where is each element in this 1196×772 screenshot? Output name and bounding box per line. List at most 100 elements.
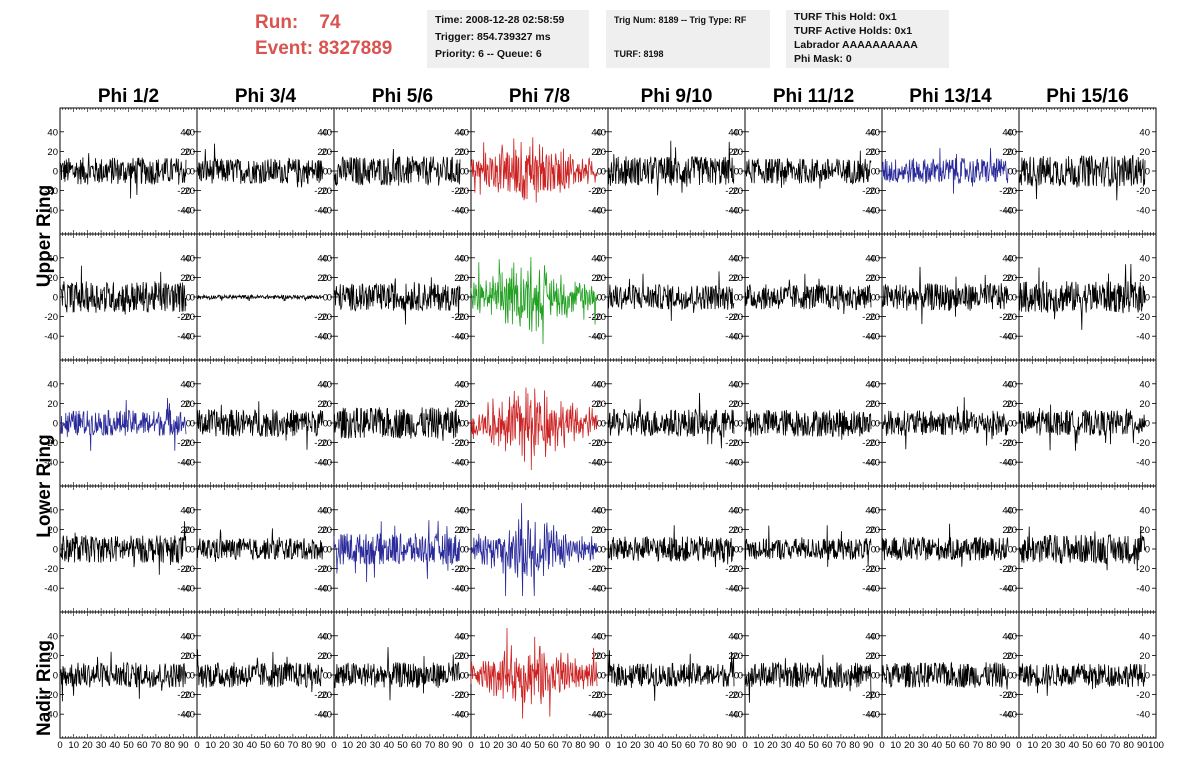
y-tick-label-right: 20 (317, 273, 328, 284)
waveform-trace (607, 140, 735, 196)
waveform-trace (333, 277, 461, 325)
y-tick-label: 20 (184, 147, 195, 158)
y-tick-label: -20 (455, 186, 469, 197)
y-tick-label: 40 (458, 379, 469, 390)
y-tick-label-right: 0 (1145, 671, 1150, 682)
y-tick-label-right: 40 (1002, 631, 1013, 642)
y-tick-label-right: 40 (865, 631, 876, 642)
y-tick-label: -20 (729, 438, 743, 449)
y-tick-label: 0 (738, 167, 743, 178)
trigger-line: Trigger: 854.739327 ms (435, 31, 551, 43)
y-tick-label-right: 40 (728, 379, 739, 390)
y-tick-label-right: 0 (1145, 419, 1150, 430)
waveform-trace (196, 401, 324, 450)
column-header-phi-1-2: Phi 1/2 (97, 86, 160, 107)
waveform-trace (881, 147, 1009, 194)
y-tick-label: 0 (464, 671, 469, 682)
y-tick-label: -20 (1003, 312, 1017, 323)
column-header-phi-7-8: Phi 7/8 (508, 86, 571, 107)
y-tick-label: -20 (592, 438, 606, 449)
y-tick-label-right: 40 (591, 253, 602, 264)
y-tick-label-right: -40 (177, 458, 191, 469)
turf-hold-line: TURF This Hold: 0x1 (794, 11, 897, 23)
y-tick-label-right: 20 (454, 399, 465, 410)
y-tick-label-right: -40 (314, 710, 328, 721)
y-tick-label-right: -40 (999, 584, 1013, 595)
y-tick-label-right: 40 (1139, 379, 1150, 390)
y-tick-label-right: 20 (180, 147, 191, 158)
y-tick-label: 20 (869, 273, 880, 284)
y-tick-label: 20 (458, 147, 469, 158)
y-tick-label: 40 (595, 127, 606, 138)
y-tick-label: 40 (458, 505, 469, 516)
waveform-trace (882, 397, 1009, 450)
waveform-trace (1018, 263, 1146, 330)
y-tick-label-right: -40 (1136, 710, 1150, 721)
y-tick-label-right: -20 (314, 186, 328, 197)
y-tick-label: 40 (732, 127, 743, 138)
turf-line: TURF: 8198 (614, 49, 664, 59)
y-tick-label-right: -40 (862, 710, 876, 721)
y-tick-label: -40 (592, 206, 606, 217)
y-tick-label: 40 (869, 505, 880, 516)
y-tick-label-right: 20 (454, 525, 465, 536)
y-tick-label: -20 (729, 564, 743, 575)
y-tick-label: 0 (1012, 167, 1017, 178)
y-tick-label: 20 (184, 525, 195, 536)
y-tick-label: 20 (1006, 525, 1017, 536)
y-tick-label: -20 (592, 186, 606, 197)
y-tick-label-right: -20 (725, 690, 739, 701)
y-tick-label-right: 0 (871, 167, 876, 178)
y-tick-label-right: 20 (865, 651, 876, 662)
y-tick-label-right: 20 (454, 273, 465, 284)
y-tick-label: 20 (595, 273, 606, 284)
waveform-trace (59, 521, 187, 575)
y-tick-label-right: 0 (734, 419, 739, 430)
y-tick-label-right: 20 (317, 651, 328, 662)
run-row: Run: 74 (255, 10, 392, 36)
y-tick-label-right: 40 (865, 127, 876, 138)
y-tick-label-right: -20 (862, 186, 876, 197)
y-tick-label: 40 (732, 379, 743, 390)
y-tick-label: 0 (53, 545, 58, 556)
y-tick-label-right: -40 (451, 332, 465, 343)
y-tick-label-right: 20 (728, 273, 739, 284)
y-tick-label-right: 20 (1002, 147, 1013, 158)
y-tick-label-right: -20 (451, 186, 465, 197)
y-tick-label: -20 (181, 186, 195, 197)
waveform-trace (470, 137, 598, 203)
y-tick-label: -20 (318, 186, 332, 197)
y-tick-label: 40 (732, 631, 743, 642)
y-tick-label: 20 (458, 525, 469, 536)
column-header-phi-3-4: Phi 3/4 (234, 86, 297, 107)
y-tick-label-right: -20 (725, 186, 739, 197)
waveform-trace (333, 520, 461, 583)
y-tick-label-right: 0 (734, 167, 739, 178)
y-tick-label: -40 (181, 458, 195, 469)
y-tick-label: 20 (47, 651, 58, 662)
y-tick-label: 0 (1012, 293, 1017, 304)
y-tick-label-right: 0 (1008, 545, 1013, 556)
y-tick-label: 40 (595, 505, 606, 516)
y-tick-label: 40 (869, 631, 880, 642)
y-tick-label: -40 (729, 584, 743, 595)
y-tick-label: 20 (1006, 273, 1017, 284)
y-tick-label: -40 (866, 710, 880, 721)
y-tick-label-right: 0 (597, 167, 602, 178)
y-tick-label: -40 (866, 458, 880, 469)
y-tick-label: -40 (44, 584, 58, 595)
y-tick-label-right: -20 (588, 690, 602, 701)
